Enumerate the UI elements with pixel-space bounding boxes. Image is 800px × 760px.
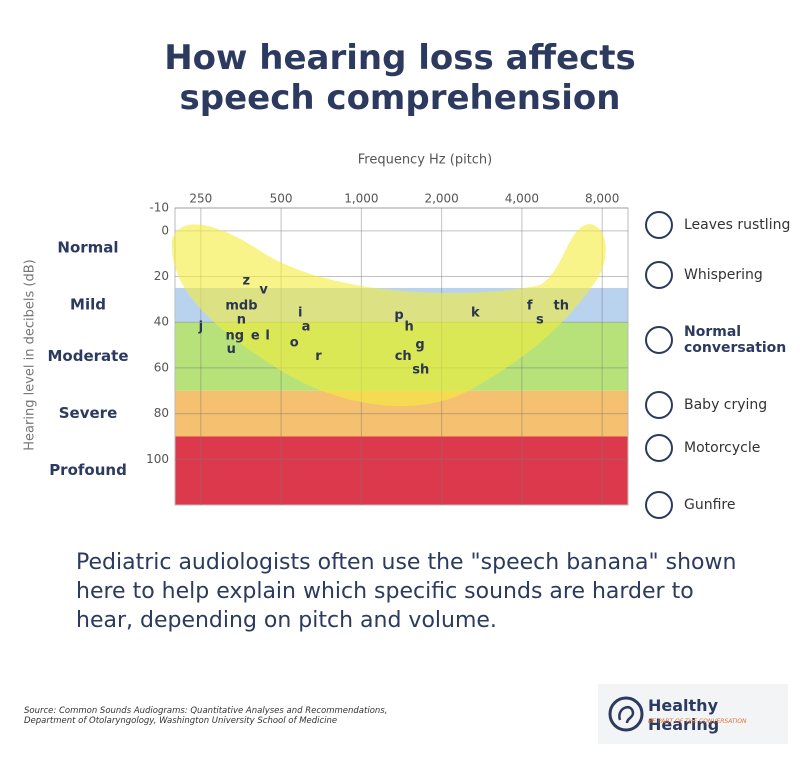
- speech-banana: [171, 224, 606, 407]
- x-axis-label: Frequency Hz (pitch): [358, 153, 493, 168]
- sound-icon: [645, 261, 673, 289]
- logo-icon: [608, 696, 644, 732]
- sound-example: Baby crying: [642, 385, 800, 425]
- band-label: Mild: [70, 296, 106, 314]
- y-tick-label: 0: [161, 223, 169, 237]
- phoneme: ng: [225, 328, 244, 343]
- sound-icon: [645, 434, 673, 462]
- y-axis-label: Hearing level in decibels (dB): [23, 259, 38, 450]
- phoneme: s: [536, 312, 544, 327]
- sound-icon: [645, 326, 673, 354]
- sound-label: Whispering: [684, 267, 763, 283]
- sound-icon: [645, 391, 673, 419]
- phoneme: k: [471, 306, 480, 321]
- phoneme: j: [198, 319, 203, 334]
- logo: Healthy Hearing BE PART OF THE CONVERSAT…: [598, 684, 788, 744]
- phoneme: n: [237, 312, 246, 327]
- y-tick-label: 100: [146, 452, 169, 466]
- band-label: Profound: [49, 461, 127, 479]
- logo-name: Healthy Hearing: [648, 696, 720, 734]
- source-note: Source: Common Sounds Audiograms: Quanti…: [24, 706, 388, 726]
- y-tick-label: 80: [154, 406, 169, 420]
- phoneme: p: [394, 308, 403, 323]
- y-tick-label: 40: [154, 315, 169, 329]
- phoneme: ch: [395, 349, 412, 364]
- phoneme: g: [415, 338, 424, 353]
- phoneme: e: [251, 328, 260, 343]
- phoneme: o: [290, 335, 299, 350]
- x-tick-label: 4,000: [505, 192, 539, 206]
- phoneme: r: [315, 349, 322, 364]
- sound-example: Normal conversation: [642, 320, 800, 360]
- title: How hearing loss affects speech comprehe…: [164, 38, 636, 118]
- body-text: Pediatric audiologists often use the "sp…: [76, 550, 737, 633]
- logo-tagline: BE PART OF THE CONVERSATION: [648, 718, 747, 725]
- x-tick-label: 1,000: [344, 192, 378, 206]
- sound-icon: [645, 491, 673, 519]
- x-tick-label: 250: [189, 192, 212, 206]
- plot-frame: [174, 207, 629, 506]
- x-tick-label: 500: [270, 192, 293, 206]
- sound-example: Gunfire: [642, 485, 800, 525]
- sound-label: Leaves rustling: [684, 217, 791, 233]
- x-tick-label: 2,000: [424, 192, 458, 206]
- band-label: Moderate: [47, 347, 128, 365]
- sound-label: Baby crying: [684, 397, 768, 413]
- y-tick-label: 60: [154, 360, 169, 374]
- band-label: Severe: [59, 404, 118, 422]
- band-label: Normal: [57, 238, 118, 256]
- phoneme: u: [227, 342, 236, 357]
- phoneme: v: [259, 283, 268, 298]
- y-tick-label: -10: [149, 201, 169, 215]
- sound-example: Motorcycle: [642, 428, 800, 468]
- sound-example: Leaves rustling: [642, 205, 800, 245]
- sound-label: Normal conversation: [684, 324, 787, 356]
- phoneme: f: [527, 299, 533, 314]
- sound-icon: [645, 211, 673, 239]
- x-tick-label: 8,000: [585, 192, 619, 206]
- sound-label: Motorcycle: [684, 440, 761, 456]
- phoneme: mdb: [225, 299, 257, 314]
- phoneme: th: [554, 299, 569, 314]
- phoneme: a: [302, 319, 311, 334]
- phoneme: h: [404, 319, 413, 334]
- hearing-band: [175, 436, 628, 505]
- sound-example: Whispering: [642, 255, 800, 295]
- phoneme: sh: [412, 363, 429, 378]
- sound-label: Gunfire: [684, 497, 736, 513]
- y-tick-label: 20: [154, 269, 169, 283]
- phoneme: i: [298, 306, 302, 321]
- phoneme: z: [242, 274, 250, 289]
- phoneme: l: [265, 328, 269, 343]
